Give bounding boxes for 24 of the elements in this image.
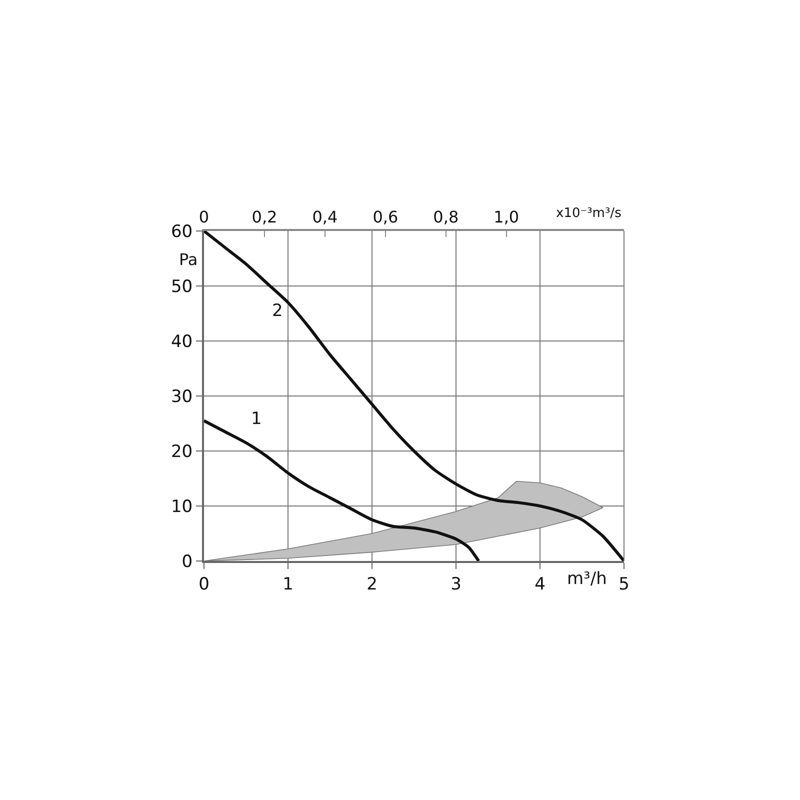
- x2-tick-label: 0,2: [252, 208, 278, 227]
- y-tick-label: 20: [170, 442, 193, 462]
- x-tick-label: 4: [534, 574, 546, 594]
- y-tick-label: 50: [170, 276, 193, 297]
- x-tick-label: 0: [198, 574, 210, 594]
- y-tick-label: 60: [170, 222, 193, 242]
- x-tick-label: 3: [450, 574, 462, 594]
- y-tick-label: 0: [182, 552, 193, 572]
- x-tick-label: 5: [618, 574, 630, 594]
- y-tick-label: 30: [170, 386, 193, 407]
- x2-tick-label: 0: [198, 208, 210, 227]
- x2-axis-title: x10⁻³m³/s: [556, 206, 622, 221]
- x-tick-label: 2: [366, 574, 378, 594]
- x2-tick-label: 0,4: [312, 208, 338, 227]
- x-axis-title: m³/h: [567, 569, 607, 589]
- x2-tick-label: 1,0: [494, 208, 520, 227]
- x2-tick-label: 0,6: [372, 208, 398, 227]
- y-tick-label: 10: [170, 496, 193, 517]
- y-tick-label: 40: [170, 332, 193, 352]
- x2-tick-label: 0,8: [433, 208, 459, 227]
- x-tick-label: 1: [282, 574, 294, 594]
- series-label: 1: [251, 409, 262, 429]
- y-axis-title: Pa: [179, 250, 198, 269]
- series-label: 2: [272, 301, 283, 321]
